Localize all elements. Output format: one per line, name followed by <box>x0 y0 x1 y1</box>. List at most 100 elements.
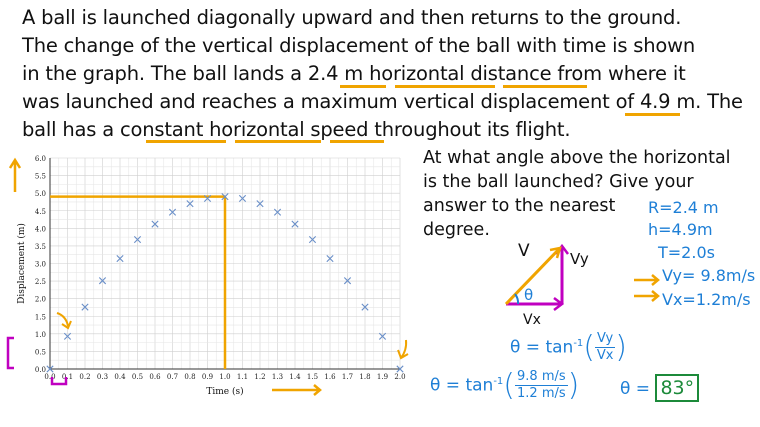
problem-line-4: was launched and reaches a maximum verti… <box>22 90 743 113</box>
triangle-angle-label: θ <box>524 286 533 304</box>
x-tick-label: 0.3 <box>97 373 108 381</box>
y-tick-label: 0.5 <box>35 348 46 356</box>
eq2-lhs: θ = tan <box>430 375 494 396</box>
x-tick-label: 0.6 <box>149 373 161 381</box>
eq2-sup: -1 <box>493 375 504 387</box>
y-tick-labels: 0.0 0.5 1.0 1.5 2.0 2.5 3.0 3.5 4.0 4.5 5.0 5.5 6.0 <box>35 155 46 374</box>
x-tick-label: 1.8 <box>359 373 370 381</box>
question-text: At what angle above the horizontal is th… <box>423 146 731 242</box>
data-point <box>46 365 54 373</box>
x-tick-label: 1.1 <box>237 373 248 381</box>
triangle-horiz-label: Vx <box>523 312 541 328</box>
underline-speed <box>330 140 384 143</box>
x-bracket-icon <box>50 377 68 386</box>
data-point <box>98 277 107 285</box>
problem-line-2: The change of the vertical displacement … <box>22 34 696 57</box>
x-tick-label: 0.2 <box>79 373 90 381</box>
up-arrow-icon <box>8 157 22 192</box>
x-tick-label: 0.1 <box>62 373 73 381</box>
x-tick-label: 1.5 <box>307 373 318 381</box>
data-point <box>238 194 247 203</box>
curved-arrow-icon <box>56 312 72 330</box>
eq1-den: Vx <box>596 348 614 363</box>
data-point <box>133 235 142 244</box>
data-point <box>343 277 352 285</box>
data-point <box>168 208 177 216</box>
chart-annotations <box>6 157 409 396</box>
underline-horizontal-2 <box>235 140 321 143</box>
x-tick-label: 1.0 <box>219 373 230 381</box>
eq1-sup: -1 <box>573 337 584 349</box>
y-tick-label: 2.5 <box>35 278 46 286</box>
data-point <box>151 220 159 228</box>
x-tick-labels: 0.0 0.1 0.2 0.3 0.4 0.5 0.6 0.7 0.8 0.9 1.0 1.1 1.2 1… <box>44 373 405 381</box>
underline-4-9m <box>625 113 680 116</box>
x-tick-label: 0.9 <box>202 373 213 381</box>
problem-line-1: A ball is launched diagonally upward and… <box>22 6 682 29</box>
y-tick-label: 3.5 <box>35 243 46 251</box>
given-h: h=4.9m <box>648 220 713 239</box>
data-point <box>291 220 299 228</box>
underline-distance <box>503 85 587 88</box>
data-point <box>116 254 124 263</box>
final-answer: θ = 83° <box>620 374 700 402</box>
data-point <box>81 303 89 311</box>
x-tick-label: 0.8 <box>184 373 195 381</box>
problem-line-3: in the graph. The ball lands a 2.4 m hor… <box>22 62 686 85</box>
x-tick-label: 1.7 <box>342 373 353 381</box>
x-tick-label: 0.5 <box>132 373 143 381</box>
given-vy: Vy= 9.8m/s <box>662 266 756 285</box>
given-t: T=2.0s <box>658 243 715 262</box>
x-tick-label: 1.6 <box>324 373 336 381</box>
bracket-icon <box>6 336 14 370</box>
y-tick-label: 3.0 <box>35 261 46 269</box>
data-points <box>46 193 404 373</box>
y-tick-label: 6.0 <box>35 155 46 163</box>
x-tick-label: 1.3 <box>272 373 283 381</box>
x-tick-label: 1.2 <box>254 373 265 381</box>
data-point <box>273 208 282 216</box>
underline-2-4m <box>340 85 386 88</box>
y-tick-label: 0.0 <box>35 366 46 374</box>
data-point <box>396 365 404 373</box>
underline-horizontal <box>395 85 495 88</box>
data-point <box>308 235 317 244</box>
x-axis-label: Time (s) <box>206 386 243 397</box>
x-tick-label: 1.4 <box>289 373 301 381</box>
question-line-3: answer to the nearest <box>423 196 616 216</box>
answer-lhs: θ = <box>620 379 651 399</box>
y-tick-label: 4.0 <box>35 225 46 233</box>
x-tick-label: 0.4 <box>114 373 126 381</box>
y-tick-label: 1.5 <box>35 313 46 321</box>
arrow-icons-orange <box>634 274 660 302</box>
data-point <box>186 200 194 208</box>
data-point <box>221 193 229 201</box>
x-tick-label: 2.0 <box>394 373 405 381</box>
given-vx: Vx=1.2m/s <box>662 290 751 309</box>
data-point <box>378 332 387 340</box>
question-line-4: degree. <box>423 220 490 240</box>
problem-line-5: ball has a constant horizontal speed thr… <box>22 118 571 141</box>
data-point <box>326 254 334 263</box>
y-tick-label: 1.0 <box>35 331 46 339</box>
velocity-triangle: V Vy Vx θ <box>504 241 589 328</box>
y-tick-label: 5.0 <box>35 190 46 198</box>
y-tick-label: 5.5 <box>35 173 46 181</box>
eq1-lhs: θ = tan <box>510 337 574 358</box>
eq1-num: Vy <box>595 331 616 348</box>
given-r: R=2.4 m <box>648 198 719 217</box>
triangle-hyp-label: V <box>518 241 530 261</box>
question-line-1: At what angle above the horizontal <box>423 148 731 168</box>
data-point <box>361 303 369 311</box>
data-point <box>203 194 212 203</box>
answer-box: 83° <box>655 374 700 402</box>
displacement-time-chart: 0.00.51.01.52.02.53.03.54.04.55.05.56.0 … <box>6 155 409 397</box>
x-tick-label: 0.0 <box>44 373 55 381</box>
equation-2: θ = tan-1(9.8 m/s 1.2 m/s) <box>430 368 580 403</box>
max-height-guides <box>50 195 227 369</box>
equation-1: θ = tan-1(Vy Vx) <box>510 330 627 365</box>
problem-statement: A ball is launched diagonally upward and… <box>22 4 752 144</box>
triangle-vert-label: Vy <box>570 250 589 268</box>
data-point <box>63 332 72 340</box>
y-tick-label: 2.0 <box>35 296 46 304</box>
